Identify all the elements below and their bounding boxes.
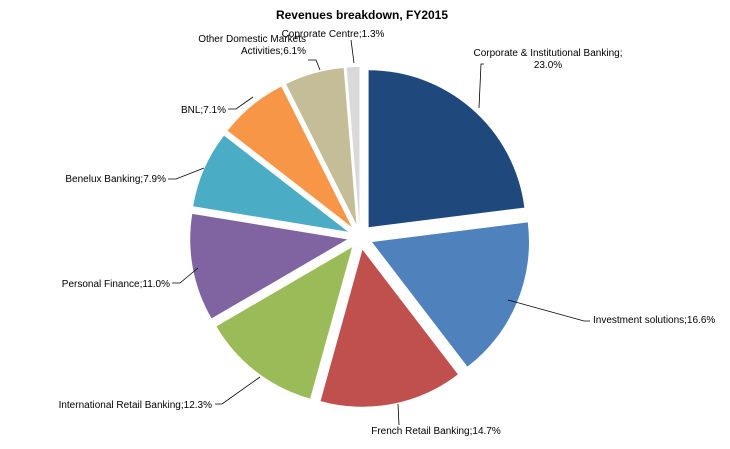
slice-label-line: Corporate & Institutional Banking; — [474, 48, 623, 59]
slice-label-line: Investment solutions;16.6% — [593, 315, 715, 326]
pie-slices — [190, 67, 529, 407]
leader-line-8 — [308, 59, 321, 71]
slice-label-line: French Retail Banking;14.7% — [371, 426, 501, 437]
pie-slice-3 — [320, 249, 458, 407]
leader-line-3 — [397, 403, 400, 426]
slice-label-7: BNL;7.1% — [181, 105, 226, 116]
chart-title: Revenues breakdown, FY2015 — [276, 8, 448, 22]
pie-slice-9 — [346, 67, 360, 225]
slice-label-1: Corporate & Institutional Banking; 23.0% — [474, 48, 623, 71]
slice-label-5: Personal Finance;11.0% — [62, 279, 170, 290]
slice-label-4: International Retail Banking;12.3% — [59, 400, 213, 411]
leader-line-7 — [228, 96, 254, 110]
slice-label-9: Coprorate Centre;1.3% — [282, 29, 385, 40]
slice-labels: Corporate & Institutional Banking; 23.0% I… — [59, 29, 716, 437]
slice-label-3: French Retail Banking;14.7% — [371, 426, 501, 437]
pie-slice-7 — [227, 86, 352, 227]
leader-line-5 — [172, 267, 199, 284]
slice-label-2: Investment solutions;16.6% — [593, 315, 715, 326]
pie-slice-2 — [371, 222, 529, 367]
slice-label-line: Coprorate Centre;1.3% — [282, 29, 385, 40]
slice-label-line: 23.0% — [534, 60, 562, 71]
leader-line-4 — [215, 376, 261, 405]
slice-label-line: Personal Finance;11.0% — [62, 279, 170, 290]
slice-label-line: Other Domestic Markets — [198, 34, 306, 45]
slice-label-8: Other Domestic Markets Activities;6.1% — [198, 34, 306, 57]
slice-label-line: Activities;6.1% — [241, 46, 306, 57]
slice-label-line: Benelux Banking;7.9% — [65, 174, 166, 185]
slice-label-6: Benelux Banking;7.9% — [65, 174, 166, 185]
leader-line-9 — [350, 39, 355, 64]
slice-label-line: BNL;7.1% — [181, 105, 226, 116]
leader-line-1 — [478, 63, 484, 109]
pie-slice-4 — [216, 247, 353, 399]
pie-slice-1 — [368, 70, 525, 228]
pie-slice-6 — [193, 135, 349, 232]
pie-slice-5 — [190, 213, 348, 319]
slice-label-line: International Retail Banking;12.3% — [59, 400, 213, 411]
label-leader-lines — [168, 39, 590, 426]
leader-line-2 — [507, 299, 590, 322]
pie-slice-8 — [286, 68, 357, 225]
leader-line-6 — [168, 167, 205, 180]
